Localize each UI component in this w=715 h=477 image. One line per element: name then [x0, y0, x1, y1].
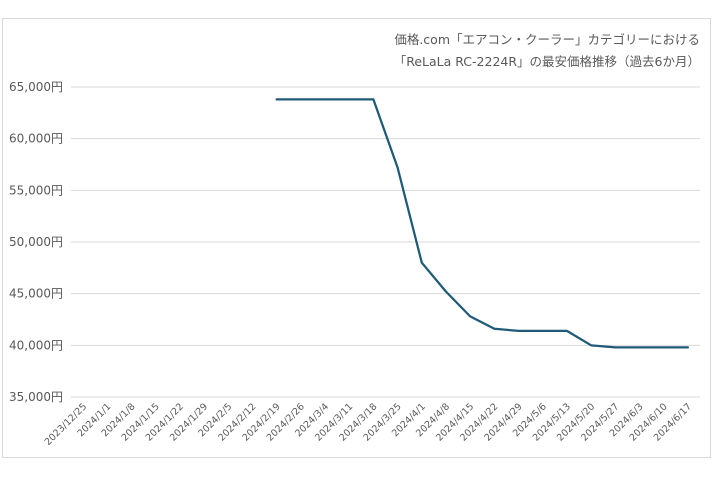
y-tick-label: 55,000円: [9, 183, 63, 197]
chart-title-line-1: 価格.com「エアコン・クーラー」カテゴリーにおける: [394, 32, 700, 47]
series-layer: [275, 98, 690, 349]
chart-title-line-2: 「ReLaLa RC-2224R」の最安価格推移（過去6か月）: [394, 54, 700, 69]
y-tick-label: 40,000円: [9, 338, 63, 352]
y-axis-tick-labels: 35,000円 40,000円 45,000円 50,000円 55,000円 60,00…: [9, 80, 63, 404]
y-tick-label: 35,000円: [9, 390, 63, 404]
gridlines: [71, 86, 700, 398]
x-axis-tick-labels: 2023/12/252024/1/12024/1/82024/1/152024/…: [43, 401, 694, 448]
y-tick-label: 45,000円: [9, 287, 63, 301]
y-tick-label: 65,000円: [9, 80, 63, 94]
series-line-0: [275, 98, 690, 349]
chart-title: 価格.com「エアコン・クーラー」カテゴリーにおける 「ReLaLa RC-22…: [394, 32, 700, 69]
y-tick-label: 50,000円: [9, 235, 63, 249]
line-chart: 価格.com「エアコン・クーラー」カテゴリーにおける 「ReLaLa RC-22…: [9, 32, 700, 448]
chart-frame: 価格.com「エアコン・クーラー」カテゴリーにおける 「ReLaLa RC-22…: [2, 18, 711, 458]
y-tick-label: 60,000円: [9, 132, 63, 146]
